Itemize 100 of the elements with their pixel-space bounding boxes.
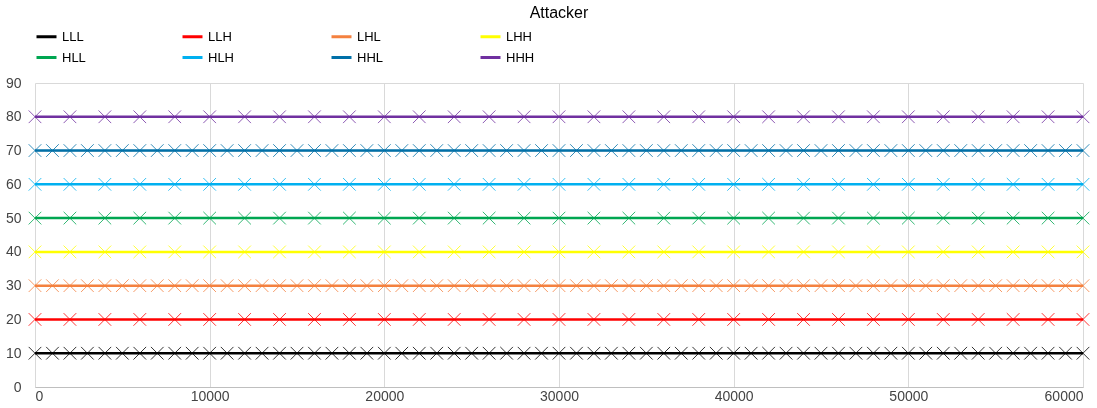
- point: [936, 109, 951, 124]
- point: [831, 109, 846, 124]
- x-tick-label: 20000: [365, 387, 405, 404]
- point: [552, 211, 566, 225]
- point: [936, 245, 951, 259]
- point: [412, 245, 427, 259]
- point: [307, 312, 322, 327]
- y-tick-label: 70: [5, 142, 22, 159]
- point: [272, 177, 287, 192]
- point: [796, 245, 811, 259]
- point: [901, 245, 916, 259]
- y-tick-label: 30: [5, 277, 22, 294]
- point: [1006, 312, 1020, 327]
- y-tick-label: 20: [5, 310, 22, 327]
- y-tick-label: 40: [5, 243, 22, 260]
- point: [831, 245, 846, 259]
- point: [726, 312, 741, 327]
- point: [482, 245, 496, 259]
- point: [63, 177, 77, 192]
- point: [132, 177, 147, 192]
- point: [482, 312, 496, 327]
- point: [691, 211, 706, 225]
- point: [63, 109, 77, 124]
- point: [412, 109, 427, 124]
- point: [1041, 245, 1055, 259]
- point: [28, 109, 42, 124]
- point: [971, 177, 986, 192]
- point: [1041, 211, 1055, 225]
- point: [377, 312, 392, 327]
- point: [98, 312, 112, 327]
- point: [342, 245, 357, 259]
- point: [272, 109, 287, 124]
- point: [1006, 109, 1020, 124]
- point: [971, 312, 986, 327]
- point: [936, 312, 951, 327]
- point: [831, 177, 846, 192]
- point: [377, 211, 392, 225]
- legend-label: HHL: [357, 49, 384, 65]
- point: [63, 312, 77, 327]
- point: [28, 245, 42, 259]
- point: [342, 177, 357, 192]
- point: [726, 109, 741, 124]
- point: [796, 312, 811, 327]
- point: [447, 245, 462, 259]
- point: [866, 245, 881, 259]
- point: [237, 177, 252, 192]
- point: [517, 245, 531, 259]
- legend-label: LHH: [506, 28, 533, 44]
- point: [691, 312, 706, 327]
- point: [202, 109, 217, 124]
- point: [866, 211, 881, 225]
- point: [622, 211, 636, 225]
- point: [866, 109, 881, 124]
- point: [202, 177, 217, 192]
- point: [761, 245, 776, 259]
- point: [1041, 177, 1055, 192]
- point: [167, 177, 182, 192]
- point: [412, 211, 427, 225]
- point: [98, 177, 112, 192]
- point: [132, 211, 147, 225]
- point: [167, 109, 182, 124]
- point: [936, 177, 951, 192]
- y-tick-label: 50: [5, 209, 22, 226]
- point: [377, 109, 392, 124]
- point: [28, 312, 42, 327]
- legend-label: LLH: [208, 28, 232, 44]
- point: [587, 312, 601, 327]
- point: [796, 109, 811, 124]
- point: [971, 211, 986, 225]
- point: [98, 245, 112, 259]
- point: [517, 109, 531, 124]
- x-tick-label: 40000: [714, 387, 754, 404]
- point: [482, 109, 496, 124]
- y-tick-label: 10: [5, 344, 22, 361]
- point: [342, 211, 357, 225]
- point: [866, 312, 881, 327]
- legend-label: HHH: [506, 49, 535, 65]
- point: [1076, 245, 1090, 259]
- point: [552, 245, 566, 259]
- point: [202, 245, 217, 259]
- point: [447, 109, 462, 124]
- point: [237, 245, 252, 259]
- point: [1076, 211, 1090, 225]
- y-tick-label: 80: [5, 108, 22, 125]
- point: [552, 177, 566, 192]
- point: [656, 312, 671, 327]
- point: [656, 109, 671, 124]
- point: [98, 211, 112, 225]
- point: [726, 211, 741, 225]
- point: [691, 177, 706, 192]
- point: [28, 211, 42, 225]
- point: [587, 211, 601, 225]
- point: [167, 245, 182, 259]
- x-tick-label: 50000: [889, 387, 929, 404]
- point: [1076, 109, 1090, 124]
- point: [307, 211, 322, 225]
- point: [691, 109, 706, 124]
- point: [761, 312, 776, 327]
- point: [901, 312, 916, 327]
- x-tick-label: 0: [35, 387, 44, 404]
